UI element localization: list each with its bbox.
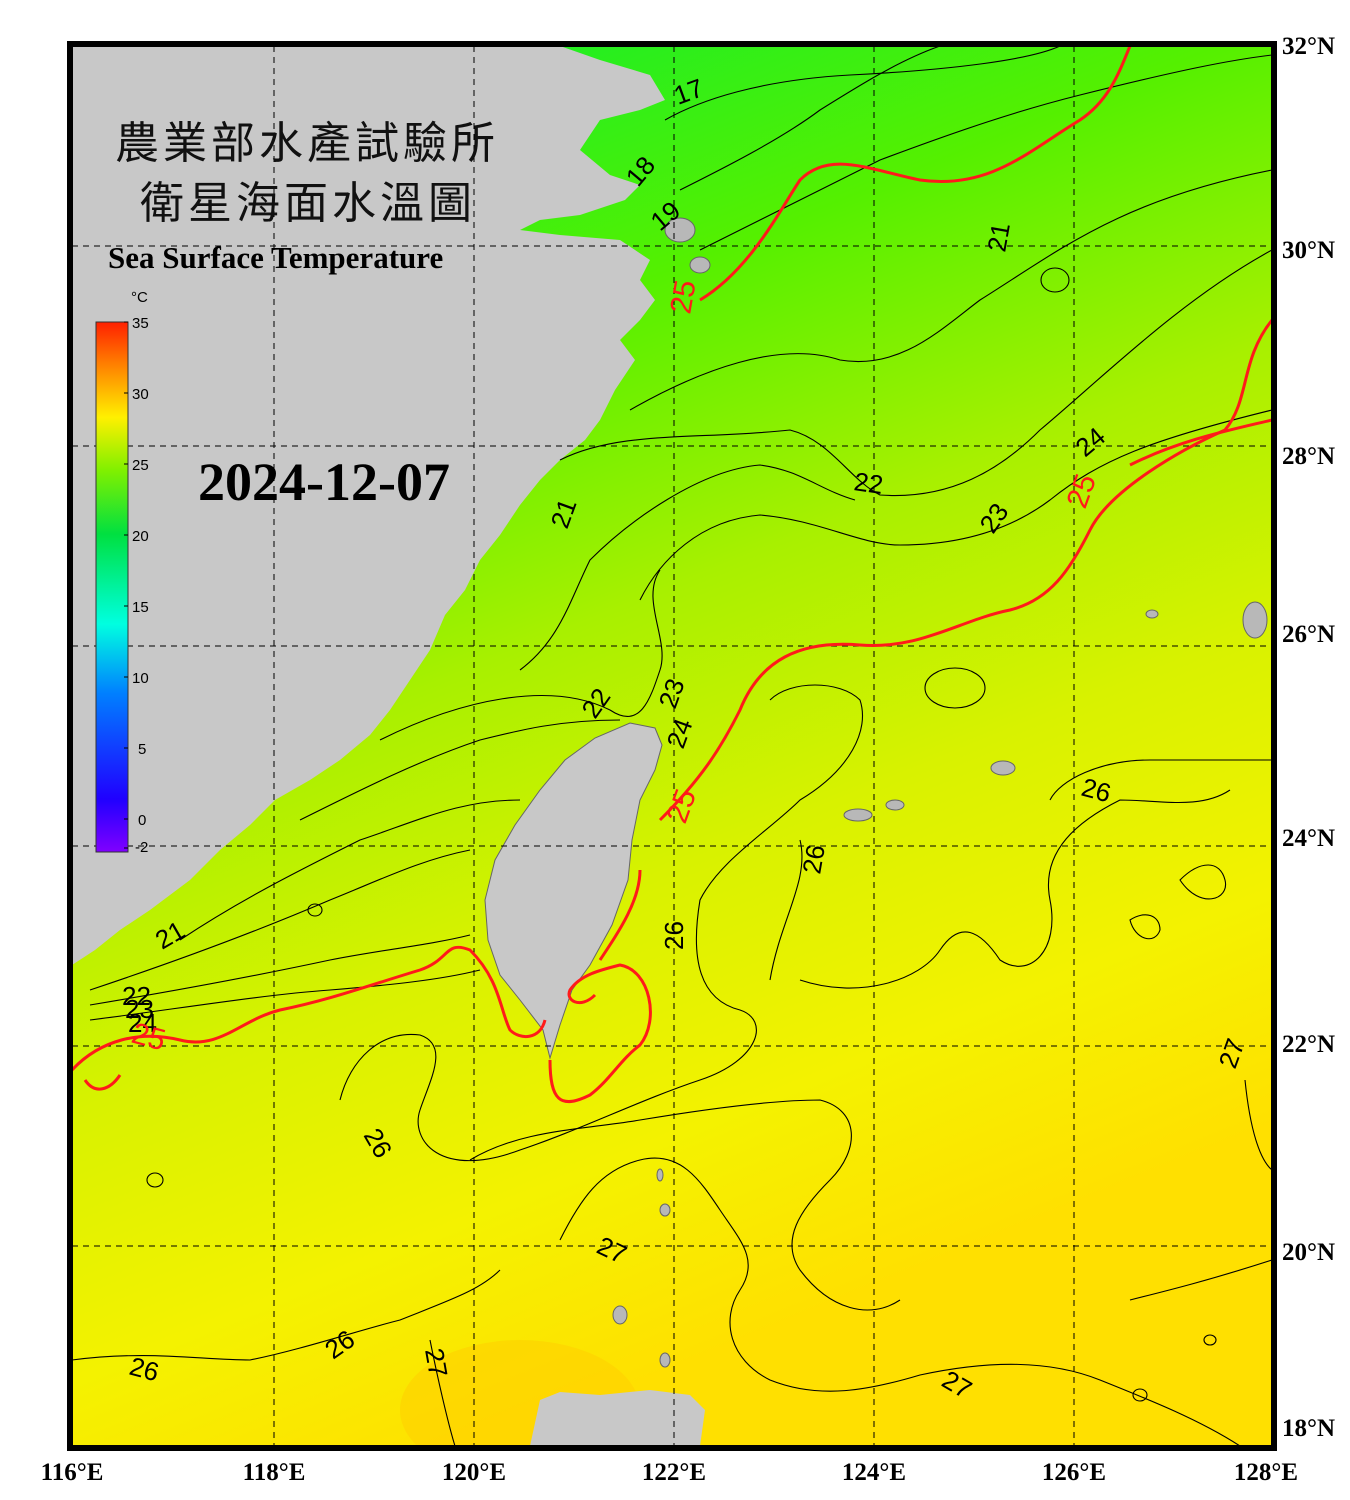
title-chinese-line1: 農業部水產試驗所 <box>115 118 499 169</box>
mainland-china <box>72 46 665 965</box>
colorbar-tick-20: 20 <box>132 528 149 545</box>
colorbar-unit: °C <box>131 289 148 306</box>
contour-label-24-sw: 24 <box>128 1008 157 1038</box>
lon-label-122: 122°E <box>642 1459 706 1486</box>
map-date: 2024-12-07 <box>198 452 450 512</box>
lat-label-30: 30°N <box>1282 237 1335 264</box>
colorbar-tick-15: 15 <box>132 599 149 616</box>
colorbar-tick-10: 10 <box>132 670 149 687</box>
lon-label-128: 128°E <box>1234 1459 1298 1486</box>
map-frame <box>67 41 1277 1451</box>
graticule <box>72 46 1272 1446</box>
title-chinese-line2: 衛星海面水溫圖 <box>140 178 476 229</box>
lat-label-24: 24°N <box>1282 825 1335 852</box>
contour-label-26-mid: 26 <box>796 842 831 876</box>
contour-label-26-taiwan: 26 <box>659 921 689 950</box>
lon-label-116: 116°E <box>41 1459 104 1486</box>
lat-label-32: 32°N <box>1282 33 1335 60</box>
lon-label-126: 126°E <box>1042 1459 1106 1486</box>
isotherms <box>72 46 1272 1446</box>
contour-label-22-mid: 22 <box>852 466 885 500</box>
luzon <box>530 1390 705 1446</box>
taiwan <box>484 722 663 1060</box>
colorbar-tick-5: 5 <box>138 741 146 758</box>
colorbar-tick-35: 35 <box>132 315 149 332</box>
colorbar-tick-minus2: -2 <box>135 839 148 856</box>
lat-label-20: 20°N <box>1282 1239 1335 1266</box>
colorbar-tick-25: 25 <box>132 457 149 474</box>
colorbar-tick-30: 30 <box>132 386 149 403</box>
isotherm-25 <box>72 46 1272 1104</box>
lon-label-120: 120°E <box>442 1459 506 1486</box>
colorbar-scale <box>95 321 129 853</box>
lat-label-18: 18°N <box>1282 1415 1335 1442</box>
contour-label-23-sw: 23 <box>125 994 154 1024</box>
colorbar-tick-0: 0 <box>138 812 146 829</box>
latitude-labels: 32°N 30°N 28°N 26°N 24°N 22°N 20°N 18°N <box>1282 33 1335 1442</box>
contour-label-21-east: 21 <box>981 220 1016 254</box>
islands <box>612 217 1268 1368</box>
colorbar: °C 35 30 25 20 15 10 5 0 -2 <box>95 289 149 856</box>
lon-label-118: 118°E <box>243 1459 306 1486</box>
lat-label-28: 28°N <box>1282 443 1335 470</box>
contour-label-27-luzon: 27 <box>419 1346 454 1380</box>
longitude-labels: 116°E 118°E 120°E 122°E 124°E 126°E 128°… <box>41 1459 1298 1486</box>
lat-label-26: 26°N <box>1282 621 1335 648</box>
map-area: 17 18 19 21 21 21 22 22 22 23 23 23 24 2… <box>72 46 1272 1446</box>
contour-label-25-zhejiang: 25 <box>664 278 702 317</box>
lon-label-124: 124°E <box>842 1459 906 1486</box>
lat-label-22: 22°N <box>1282 1031 1335 1058</box>
contour-label-22-sw: 22 <box>122 981 151 1011</box>
title-english: Sea Surface Temperature <box>108 240 443 275</box>
